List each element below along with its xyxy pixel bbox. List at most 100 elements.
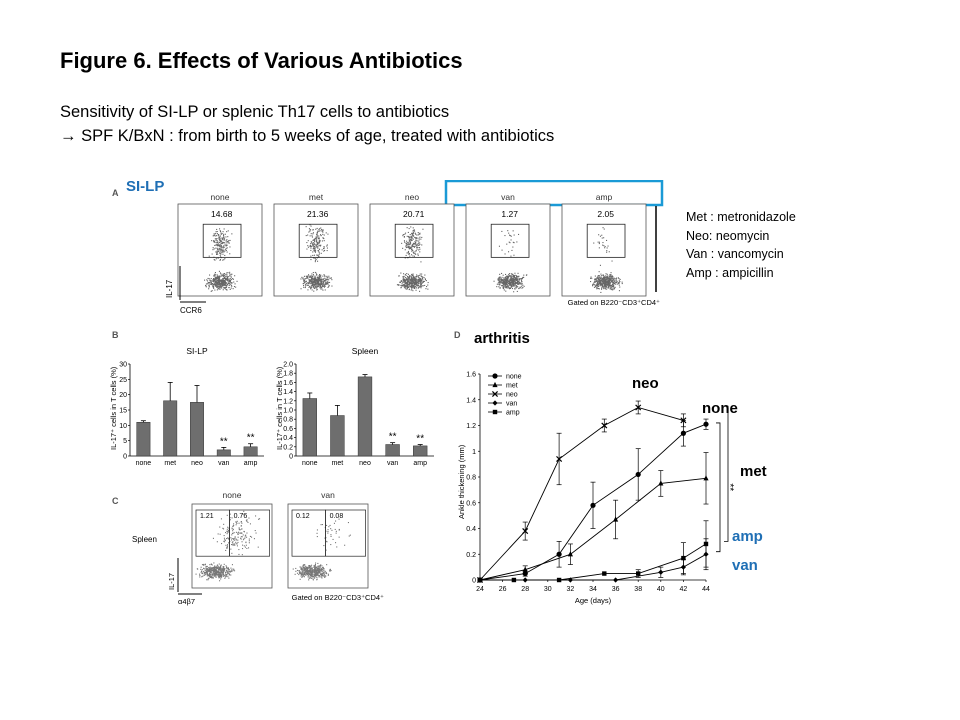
cell-dot [216, 252, 218, 254]
cell-dot [208, 284, 210, 286]
cell-dot [416, 282, 418, 284]
cell-dot [507, 278, 509, 280]
cell-dot [411, 236, 413, 238]
x-tick-label: 26 [499, 586, 507, 593]
cell-dot [327, 281, 329, 283]
cell-dot [303, 570, 305, 572]
cell-dot [515, 286, 517, 288]
cell-dot [236, 521, 238, 523]
cell-dot [312, 279, 314, 281]
cell-dot [501, 249, 503, 251]
cell-dot [209, 575, 211, 577]
cell-dot [226, 272, 228, 274]
cell-dot [501, 276, 503, 278]
cell-dot [218, 288, 220, 290]
cell-dot [214, 565, 216, 567]
cell-dot [218, 572, 220, 574]
cell-dot [317, 254, 319, 256]
cell-dot [312, 239, 314, 241]
cell-dot [324, 275, 326, 277]
cell-dot [403, 280, 405, 282]
cell-dot [212, 284, 214, 286]
cell-dot [404, 276, 406, 278]
series-label-neo: neo [632, 375, 659, 392]
y-tick-label: 0.8 [466, 475, 476, 482]
cell-dot [590, 277, 592, 279]
cell-dot [414, 279, 416, 281]
cell-dot [607, 245, 609, 247]
cell-dot [514, 283, 516, 285]
cell-dot [328, 284, 330, 286]
cell-dot [218, 283, 220, 285]
cell-dot [606, 278, 608, 280]
cell-dot [413, 287, 415, 289]
cell-dot [304, 278, 306, 280]
cell-dot [220, 283, 222, 285]
cell-dot [315, 281, 317, 283]
cell-dot [419, 273, 421, 275]
cell-dot [331, 279, 333, 281]
cell-dot [302, 575, 304, 577]
cell-dot [223, 274, 225, 276]
cell-dot [212, 567, 214, 569]
cell-dot [223, 239, 225, 241]
cell-dot [315, 575, 317, 577]
x-tick-label-met: met [164, 460, 176, 467]
cell-dot [607, 277, 609, 279]
cell-dot [316, 578, 318, 580]
cell-dot [420, 284, 422, 286]
bar-none [302, 398, 317, 457]
cell-dot [327, 574, 329, 576]
cell-dot [408, 253, 410, 255]
cell-dot [325, 575, 327, 577]
cell-dot [596, 280, 598, 282]
cell-dot [319, 572, 321, 574]
cell-dot [410, 276, 412, 278]
cell-dot [404, 280, 406, 282]
cell-dot [222, 237, 224, 239]
cell-dot [516, 282, 518, 284]
cell-dot [410, 239, 412, 241]
cell-dot [413, 235, 415, 237]
cell-dot [320, 274, 322, 276]
cell-dot [255, 515, 257, 517]
cell-dot [223, 528, 225, 530]
cell-dot [311, 242, 313, 244]
cell-dot [499, 278, 501, 280]
cell-dot [317, 277, 319, 279]
cell-dot [317, 571, 319, 573]
cell-dot [231, 541, 233, 543]
cell-dot [228, 278, 230, 280]
cell-dot [598, 283, 600, 285]
cell-dot [604, 283, 606, 285]
cell-dot [411, 282, 413, 284]
cell-dot [318, 237, 320, 239]
cell-dot [618, 278, 620, 280]
cell-dot [402, 278, 404, 280]
cell-dot [249, 523, 251, 525]
cell-dot [205, 573, 207, 575]
cell-dot [514, 274, 516, 276]
cell-dot [223, 281, 225, 283]
cell-dot [496, 286, 498, 288]
cell-dot [314, 571, 316, 573]
cell-dot [501, 280, 503, 282]
cell-dot [599, 284, 601, 286]
cell-dot [594, 275, 596, 277]
cell-dot [214, 259, 216, 261]
cell-dot [303, 285, 305, 287]
cell-dot [221, 274, 223, 276]
cell-dot [511, 275, 513, 277]
y-axis-label: IL-17 [167, 573, 176, 590]
significance-mark-1: ** [724, 483, 735, 491]
cell-dot [611, 286, 613, 288]
cell-dot [312, 275, 314, 277]
cell-dot [406, 246, 408, 248]
cell-dot [213, 234, 215, 236]
cell-dot [594, 278, 596, 280]
cell-dot [306, 284, 308, 286]
cell-dot [611, 260, 613, 262]
cell-dot [227, 573, 229, 575]
cell-dot [207, 282, 209, 284]
